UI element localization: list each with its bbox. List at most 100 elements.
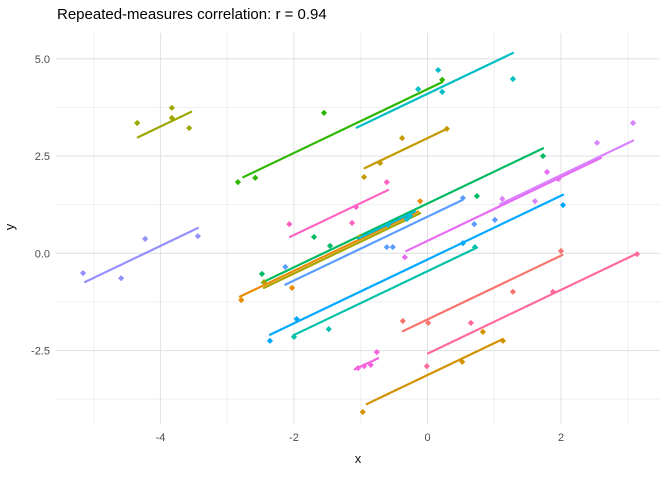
data-point-subject-17 (467, 319, 474, 327)
data-point-subject-06 (348, 219, 356, 227)
data-point-subject-13 (385, 221, 392, 229)
fit-line-subject-11 (268, 193, 565, 336)
data-point-subject-17 (549, 288, 557, 295)
data-point-subject-10 (282, 263, 289, 271)
data-point-subject-06 (383, 179, 390, 186)
data-point-subject-19 (359, 408, 366, 416)
data-point-subject-01 (118, 275, 125, 282)
fit-line-subject-10 (284, 199, 464, 286)
data-point-subject-05 (443, 125, 450, 132)
x-tick-label: -2 (289, 432, 299, 444)
y-tick-label: -2.5 (31, 346, 50, 358)
fit-line-subject-14 (405, 156, 603, 253)
fit-line-subject-09 (238, 210, 420, 298)
data-point-subject-07 (326, 242, 334, 250)
data-point-subject-04 (509, 75, 517, 83)
data-point-subject-04 (415, 86, 422, 93)
chart-title: Repeated-measures correlation: r = 0.94 (57, 6, 327, 23)
fit-line-subject-07 (260, 147, 545, 284)
data-point-subject-10 (383, 243, 390, 251)
fit-line-subject-01 (83, 226, 199, 284)
data-point-subject-07 (473, 193, 480, 200)
data-point-subject-01 (79, 270, 87, 277)
x-axis-title: x (354, 451, 362, 466)
x-tick-label: 0 (424, 432, 430, 444)
y-tick-label: 2.5 (35, 151, 50, 163)
y-tick-label: 0.0 (35, 248, 50, 260)
fit-line-subject-15 (499, 139, 635, 206)
data-point-subject-11 (266, 337, 274, 344)
data-point-subject-16 (425, 319, 432, 327)
data-point-subject-18 (354, 364, 362, 372)
data-point-subject-04 (439, 88, 446, 95)
data-point-subject-04 (435, 66, 442, 74)
data-point-subject-07 (258, 270, 266, 278)
data-point-subject-07 (539, 152, 547, 160)
data-point-subject-18 (373, 349, 380, 356)
data-point-subject-03 (439, 76, 446, 83)
fit-line-subject-04 (355, 51, 515, 129)
data-point-subject-05 (399, 135, 406, 142)
data-point-subject-15 (531, 198, 539, 205)
data-point-subject-02 (134, 119, 141, 127)
data-point-subject-15 (593, 139, 601, 146)
data-point-subject-07 (310, 233, 318, 241)
data-point-subject-03 (320, 109, 328, 116)
data-point-subject-02 (186, 124, 193, 132)
data-point-subject-12 (325, 326, 332, 333)
data-point-subject-17 (633, 250, 641, 258)
data-point-subject-12 (471, 243, 478, 251)
data-point-subject-19 (499, 337, 507, 344)
data-point-subject-15 (629, 119, 637, 127)
data-point-subject-01 (194, 233, 201, 240)
fit-line-subject-03 (242, 81, 444, 179)
data-point-subject-09 (417, 198, 424, 205)
data-point-subject-11 (293, 315, 300, 323)
data-point-subject-02 (168, 114, 175, 122)
fit-line-subject-17 (427, 252, 639, 355)
fit-line-subject-19 (365, 337, 505, 406)
data-point-subject-16 (557, 247, 565, 255)
data-point-subject-10 (389, 243, 396, 251)
y-axis-title: y (1, 223, 17, 231)
fit-line-subject-12 (292, 246, 478, 337)
data-point-subject-15 (499, 195, 506, 202)
data-point-subject-10 (491, 216, 499, 223)
data-point-subject-11 (559, 201, 567, 209)
data-point-subject-16 (399, 317, 406, 325)
data-point-subject-05 (360, 173, 368, 181)
data-point-subject-13 (407, 212, 414, 220)
data-point-subject-01 (142, 235, 149, 243)
fit-line-subject-16 (401, 253, 564, 333)
data-point-subject-14 (401, 254, 408, 261)
x-tick-label: 2 (558, 432, 564, 444)
data-point-subject-18 (360, 363, 368, 370)
data-point-subject-10 (471, 221, 478, 228)
data-point-subject-16 (509, 288, 517, 295)
data-point-subject-03 (234, 179, 242, 186)
data-point-subject-11 (459, 240, 466, 247)
data-point-subject-06 (286, 221, 293, 228)
fit-line-subject-05 (363, 127, 448, 170)
data-point-subject-17 (423, 363, 430, 370)
data-point-subject-19 (459, 358, 466, 365)
fit-line-subject-08 (262, 212, 422, 289)
data-point-subject-09 (288, 284, 296, 292)
data-point-subject-14 (555, 175, 562, 183)
data-point-subject-12 (290, 333, 298, 341)
data-point-subject-06 (352, 203, 360, 211)
data-point-subject-13 (403, 215, 410, 223)
y-tick-label: 5.0 (35, 54, 50, 66)
data-point-subject-05 (377, 159, 384, 167)
x-tick-label: -4 (156, 432, 166, 444)
data-point-subject-09 (238, 296, 245, 304)
data-point-subject-19 (479, 328, 487, 335)
data-point-subject-18 (367, 361, 374, 369)
fit-line-subject-06 (288, 188, 390, 239)
data-point-subject-02 (168, 104, 175, 111)
fit-line-subject-02 (136, 110, 193, 139)
data-point-subject-14 (543, 168, 551, 176)
data-point-subject-10 (459, 194, 466, 202)
